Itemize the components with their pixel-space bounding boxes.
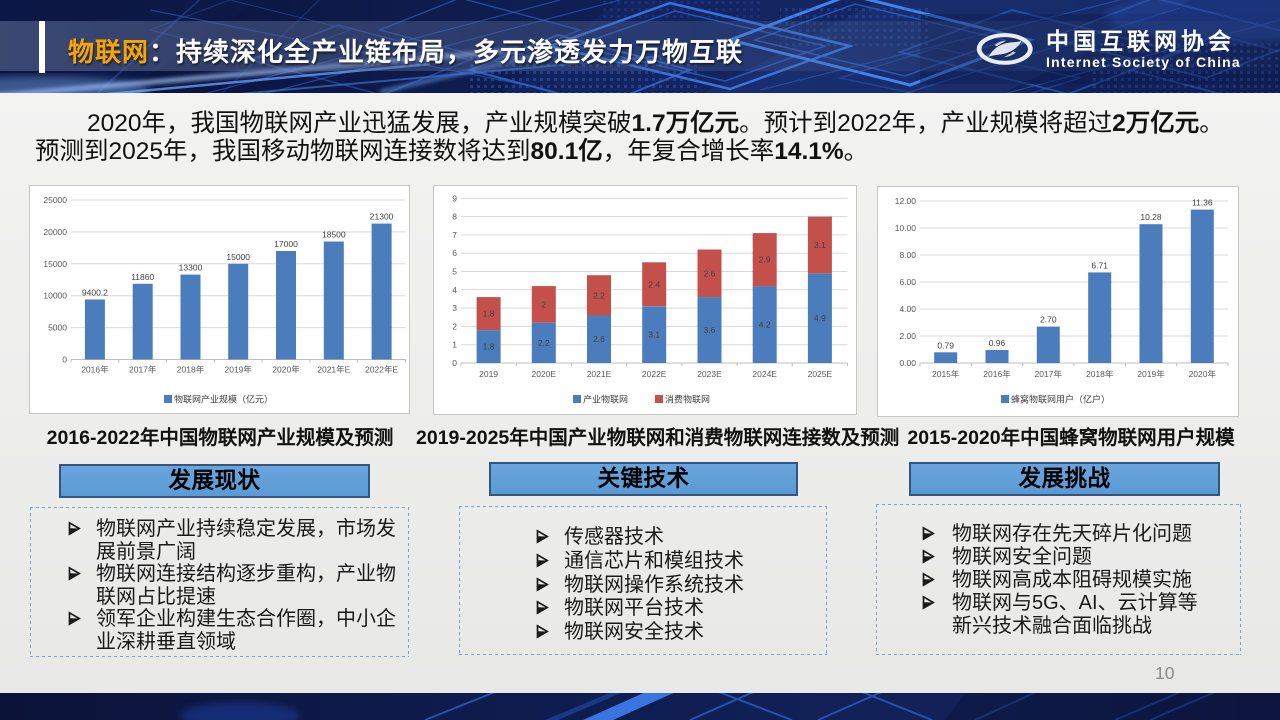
svg-text:2025E: 2025E — [808, 369, 833, 379]
svg-text:4: 4 — [452, 285, 457, 295]
svg-text:6.00: 6.00 — [899, 277, 916, 287]
svg-text:2015年: 2015年 — [932, 369, 960, 379]
svg-text:2019: 2019 — [479, 369, 498, 379]
svg-text:蜂窝物联网用户（亿户）: 蜂窝物联网用户（亿户） — [1011, 394, 1110, 405]
svg-text:1: 1 — [452, 340, 457, 350]
svg-text:3.6: 3.6 — [704, 325, 716, 335]
svg-text:6: 6 — [452, 248, 457, 258]
svg-text:2: 2 — [452, 321, 457, 331]
svg-text:11.36: 11.36 — [1192, 198, 1213, 208]
svg-text:2018年: 2018年 — [1086, 369, 1114, 379]
svg-text:2.2: 2.2 — [538, 338, 550, 348]
svg-text:10000: 10000 — [43, 291, 67, 301]
svg-text:2020年: 2020年 — [272, 365, 300, 375]
svg-text:2024E: 2024E — [752, 369, 777, 379]
svg-text:2.6: 2.6 — [593, 334, 605, 344]
svg-text:0: 0 — [62, 355, 67, 365]
svg-text:物联网产业规模（亿元）: 物联网产业规模（亿元） — [174, 394, 273, 405]
svg-text:2022年E: 2022年E — [365, 365, 398, 375]
svg-text:2020E: 2020E — [532, 369, 557, 379]
svg-text:2.4: 2.4 — [648, 279, 660, 289]
svg-text:0.79: 0.79 — [937, 340, 954, 350]
svg-text:1.8: 1.8 — [483, 342, 495, 352]
svg-text:2020年: 2020年 — [1189, 369, 1217, 379]
svg-text:7: 7 — [452, 230, 457, 240]
svg-text:消费物联网: 消费物联网 — [665, 394, 710, 405]
svg-text:2016年: 2016年 — [81, 365, 109, 375]
svg-text:11860: 11860 — [131, 272, 154, 282]
svg-text:2: 2 — [541, 299, 546, 309]
svg-text:2.2: 2.2 — [593, 290, 605, 300]
svg-text:2017年: 2017年 — [1035, 369, 1063, 379]
svg-text:15000: 15000 — [226, 252, 250, 262]
svg-text:2017年: 2017年 — [129, 365, 157, 375]
svg-text:15000: 15000 — [43, 259, 67, 269]
svg-text:5000: 5000 — [48, 323, 67, 333]
svg-text:2.70: 2.70 — [1040, 315, 1057, 325]
svg-text:20000: 20000 — [43, 227, 67, 237]
svg-text:18500: 18500 — [322, 230, 346, 240]
svg-text:4.9: 4.9 — [814, 313, 826, 323]
svg-text:2016年: 2016年 — [983, 369, 1011, 379]
svg-text:4.00: 4.00 — [899, 304, 916, 314]
svg-text:3.1: 3.1 — [648, 330, 660, 340]
svg-text:2022E: 2022E — [642, 369, 667, 379]
svg-text:3.1: 3.1 — [814, 240, 826, 250]
svg-text:10.28: 10.28 — [1140, 212, 1162, 222]
svg-text:2.00: 2.00 — [899, 331, 916, 341]
svg-text:2023E: 2023E — [697, 369, 722, 379]
svg-text:2019年: 2019年 — [224, 365, 252, 375]
svg-text:13300: 13300 — [179, 263, 203, 273]
svg-text:2018年: 2018年 — [177, 365, 205, 375]
svg-text:1.8: 1.8 — [483, 309, 495, 319]
svg-text:12.00: 12.00 — [895, 196, 917, 206]
svg-text:9: 9 — [452, 193, 457, 203]
svg-text:4.2: 4.2 — [759, 320, 771, 330]
svg-text:17000: 17000 — [274, 239, 298, 249]
svg-text:2.9: 2.9 — [759, 255, 771, 265]
svg-text:3: 3 — [452, 303, 457, 313]
svg-text:0.00: 0.00 — [899, 358, 916, 368]
svg-text:0: 0 — [452, 358, 457, 368]
svg-text:10.00: 10.00 — [895, 223, 917, 233]
svg-text:8.00: 8.00 — [899, 250, 916, 260]
svg-text:2021E: 2021E — [587, 369, 612, 379]
svg-text:5: 5 — [452, 267, 457, 277]
svg-text:21300: 21300 — [370, 212, 394, 222]
svg-text:6.71: 6.71 — [1091, 260, 1108, 270]
svg-text:9400.2: 9400.2 — [82, 288, 108, 298]
svg-text:8: 8 — [452, 212, 457, 222]
svg-text:2.6: 2.6 — [704, 268, 716, 278]
svg-text:2019年: 2019年 — [1137, 369, 1165, 379]
svg-text:2021年E: 2021年E — [317, 365, 350, 375]
svg-text:25000: 25000 — [43, 195, 67, 205]
svg-text:0.96: 0.96 — [989, 338, 1006, 348]
svg-text:产业物联网: 产业物联网 — [583, 394, 628, 405]
